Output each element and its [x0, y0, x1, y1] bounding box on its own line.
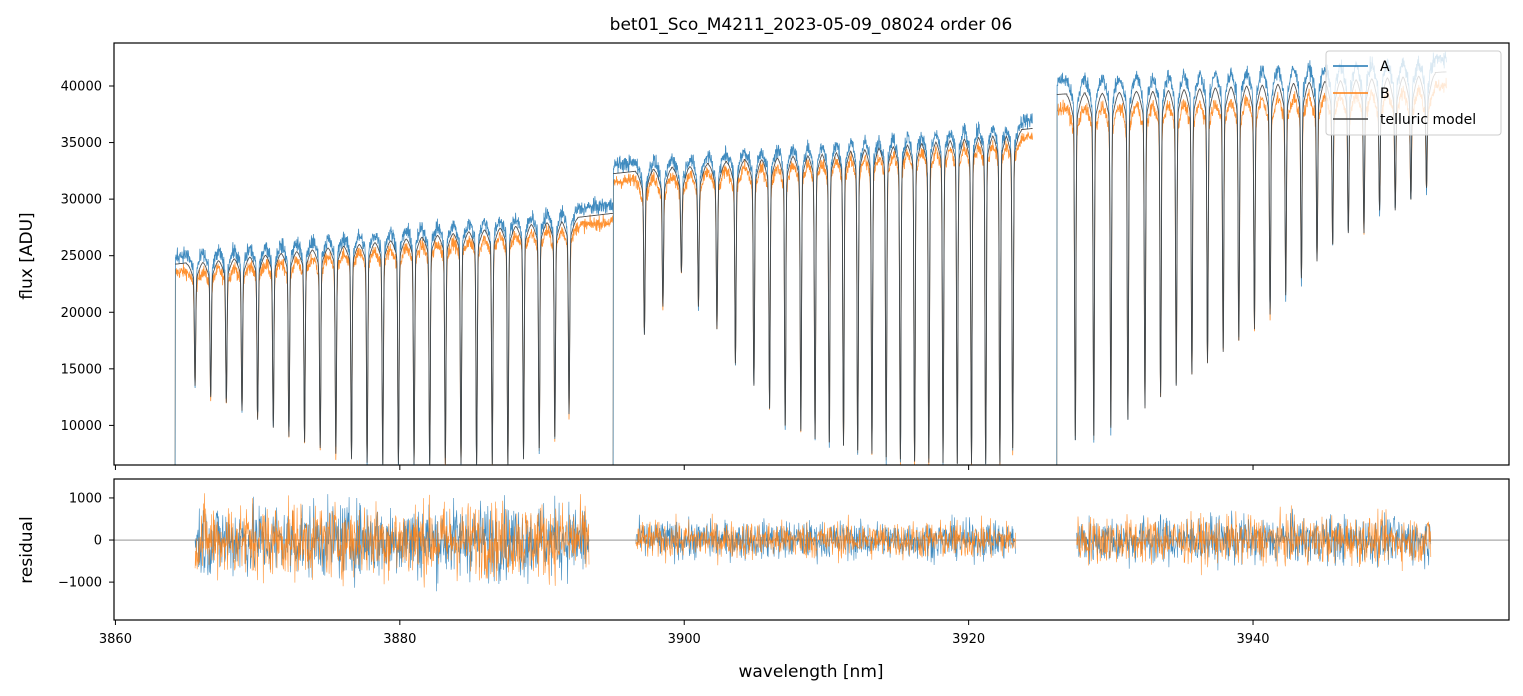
flux-ytick-label: 40000 [61, 79, 102, 94]
flux-axes-frame [113, 42, 1510, 466]
flux-plot-area [174, 51, 1447, 465]
legend-label-telluric: telluric model [1380, 112, 1476, 128]
residual-xtick-label: 3860 [99, 632, 132, 647]
residual-axes-frame [113, 478, 1510, 621]
residual-ytick-label: 1000 [69, 491, 102, 506]
residual-xtick-label: 3900 [668, 632, 701, 647]
flux-y-ticks: 10000 15000 20000 25000 30000 35000 40000 [61, 79, 114, 434]
flux-ytick-label: 10000 [61, 419, 102, 434]
residual-xtick-label: 3940 [1236, 632, 1269, 647]
residual-x-ticks: 3860 3880 3900 3920 3940 [99, 620, 1270, 647]
legend-label-b: B [1380, 86, 1390, 102]
flux-ytick-label: 15000 [61, 362, 102, 377]
residual-plot-area [114, 493, 1509, 592]
residual-panel: −1000 0 1000 3860 3880 3900 3920 3940 residual… [17, 478, 1510, 682]
legend-box [1325, 50, 1502, 136]
legend: A B telluric model [1325, 50, 1502, 136]
legend-label-a: A [1380, 59, 1390, 75]
residual-ylabel: residual [17, 516, 37, 583]
residual-y-ticks: −1000 0 1000 [58, 491, 114, 591]
flux-ytick-label: 30000 [61, 193, 102, 208]
residual-series-b-line [194, 493, 1432, 588]
flux-ytick-label: 35000 [61, 136, 102, 151]
residual-xlabel: wavelength [nm] [738, 662, 883, 682]
flux-ytick-label: 20000 [61, 306, 102, 321]
residual-ytick-label: −1000 [58, 576, 102, 591]
flux-ylabel: flux [ADU] [17, 212, 37, 299]
residual-ytick-label: 0 [94, 534, 102, 549]
flux-panel: 10000 15000 20000 25000 30000 35000 40000 flux… [17, 42, 1510, 470]
flux-ytick-label: 25000 [61, 249, 102, 264]
residual-xtick-label: 3880 [383, 632, 416, 647]
chart-title: bet01_Sco_M4211_2023-05-09_08024 order 0… [610, 15, 1013, 35]
residual-xtick-label: 3920 [952, 632, 985, 647]
series-telluric-model-line [174, 71, 1447, 464]
series-a-line [174, 51, 1447, 465]
flux-x-ticks [114, 465, 1254, 470]
